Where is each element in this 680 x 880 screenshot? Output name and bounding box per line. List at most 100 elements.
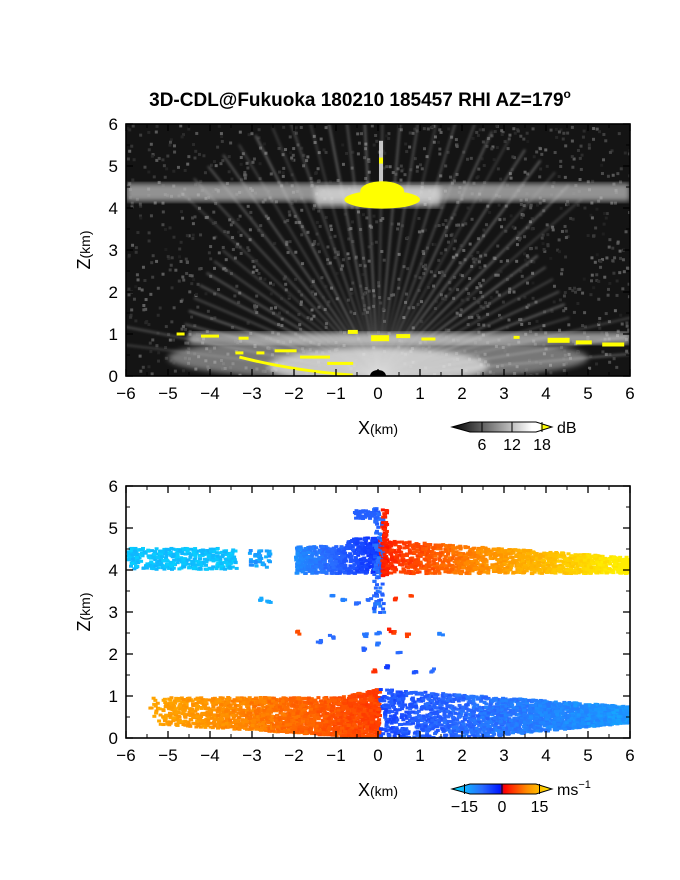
- noise-cell: [508, 133, 512, 137]
- noise-cell: [601, 350, 605, 354]
- noise-cell: [452, 247, 456, 251]
- velocity-cell-upper-pos: [466, 559, 471, 563]
- noise-cell: [212, 160, 216, 164]
- velocity-cell-upper-pos: [585, 570, 590, 574]
- velocity-cell-upper-pos: [557, 565, 562, 569]
- noise-cell: [628, 211, 630, 215]
- noise-cell: [139, 216, 143, 220]
- velocity-cell-upper-left: [186, 562, 191, 566]
- intensity-ylabel-unit: (km): [77, 231, 93, 259]
- noise-cell: [269, 172, 273, 176]
- noise-cell: [544, 148, 548, 152]
- velocity-cell-upper-pos: [470, 564, 475, 568]
- velocity-cell-upper-pos: [510, 555, 515, 559]
- velocity-cell-lower-pos: [170, 712, 175, 716]
- noise-cell: [190, 315, 194, 319]
- velocity-cell-upper-pos: [553, 554, 558, 558]
- noise-cell: [443, 274, 447, 278]
- velocity-cell-upper-pos: [583, 569, 588, 573]
- velocity-cell-upper-neg: [334, 555, 339, 559]
- noise-cell: [287, 210, 291, 214]
- velocity-cell-upper-pos: [393, 550, 398, 554]
- velocity-cell-upper-left: [134, 564, 139, 568]
- velocity-cell-upper-left: [154, 547, 159, 551]
- noise-cell: [151, 275, 155, 279]
- noise-cell: [497, 293, 501, 297]
- noise-cell: [255, 305, 259, 309]
- velocity-cell-upper-pos: [399, 540, 404, 544]
- noise-cell: [292, 158, 296, 162]
- velocity-cell-upper-left: [232, 558, 237, 562]
- noise-cell: [239, 251, 243, 255]
- velocity-cell-lower-pos: [377, 718, 382, 722]
- noise-cell: [497, 203, 501, 207]
- noise-cell: [149, 292, 153, 296]
- velocity-cell-spike: [374, 519, 379, 523]
- noise-cell: [567, 323, 571, 327]
- velocity-cell-upper-pos: [620, 571, 625, 575]
- velocity-cell-spike: [362, 514, 367, 518]
- noise-cell: [249, 210, 253, 214]
- noise-cell: [335, 297, 339, 301]
- velocity-cell-upper-pos: [450, 566, 455, 570]
- velocity-cell-upper-left: [214, 547, 219, 551]
- velocity-cell-upper-left: [230, 552, 235, 556]
- noise-cell: [341, 143, 345, 147]
- noise-cell: [578, 287, 582, 291]
- noise-cell: [512, 290, 516, 294]
- velocity-cell-upper-neg: [312, 550, 317, 554]
- noise-cell: [209, 245, 213, 249]
- noise-cell: [481, 140, 485, 144]
- noise-cell: [564, 144, 568, 148]
- noise-cell: [526, 140, 530, 144]
- noise-cell: [470, 315, 474, 319]
- noise-cell: [260, 233, 264, 237]
- velocity-cell-upper-pos: [433, 571, 438, 575]
- noise-cell: [420, 300, 424, 304]
- noise-cell: [382, 258, 386, 262]
- velocity-cell-upper-left: [181, 563, 186, 567]
- velocity-cell-upper-left: [248, 549, 253, 553]
- noise-cell: [603, 211, 607, 215]
- velocity-cell-upper-pos: [461, 552, 466, 556]
- velocity-cell-upper-neg: [314, 571, 319, 575]
- noise-cell: [178, 247, 182, 251]
- velocity-cell-upper-pos: [432, 564, 437, 568]
- velocity-cell-spike: [384, 510, 389, 514]
- velocity-cell-upper-pos: [503, 571, 508, 575]
- velocity-cell-upper-pos: [569, 554, 574, 558]
- velocity-cell-upper-pos: [425, 547, 430, 551]
- velocity-cell-upper-left: [175, 551, 180, 555]
- velocity-cell-upper-neg: [332, 556, 337, 560]
- noise-cell: [475, 130, 479, 134]
- velocity-cell-upper-left: [155, 556, 160, 560]
- velocity-cell-upper-neg: [354, 566, 359, 570]
- velocity-cell-upper-pos: [437, 571, 442, 575]
- noise-cell: [128, 128, 132, 132]
- noise-cell: [367, 289, 371, 293]
- velocity-cell-upper-pos: [502, 559, 507, 563]
- velocity-cell-upper-neg: [370, 551, 375, 555]
- velocity-cell-upper-pos: [445, 558, 450, 562]
- velocity-cell-upper-pos: [573, 562, 578, 566]
- velocity-cell-upper-left: [129, 553, 134, 557]
- velocity-cell-upper-left: [214, 557, 219, 561]
- noise-cell: [294, 221, 298, 225]
- velocity-cell-lower-pos: [207, 698, 212, 702]
- noise-cell: [269, 281, 273, 285]
- noise-cell: [453, 179, 457, 183]
- noise-cell: [126, 127, 130, 131]
- velocity-cell-upper-left: [163, 559, 168, 563]
- noise-cell: [147, 239, 151, 243]
- velocity-cell-upper-neg: [353, 556, 358, 560]
- noise-cell: [439, 251, 443, 255]
- velocity-cell-upper-left: [211, 547, 216, 551]
- velocity-cell-spike: [381, 564, 386, 568]
- noise-cell: [549, 128, 553, 132]
- velocity-cell-spike: [353, 512, 358, 516]
- velocity-cell-upper-left: [218, 564, 223, 568]
- velocity-cell-upper-left: [178, 548, 183, 552]
- noise-cell: [151, 254, 155, 258]
- velocity-cell-upper-neg: [360, 567, 365, 571]
- velocity-cell-upper-left: [257, 551, 262, 555]
